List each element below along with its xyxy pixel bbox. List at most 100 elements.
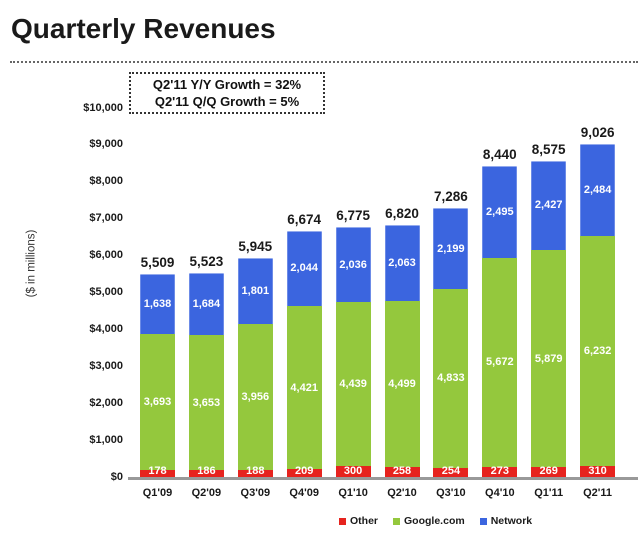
segment-value-network: 2,199 <box>437 242 465 255</box>
x-tick-label: Q1'09 <box>142 486 173 499</box>
segment-value-google-com: 6,232 <box>583 344 612 357</box>
bar-q3-09: 188 3,956 1,801 5,945 Q3'09 <box>237 239 273 499</box>
bar-segment-network: 2,495 <box>482 165 518 258</box>
segment-value-network: 2,484 <box>583 183 612 196</box>
segment-value-other: 254 <box>441 464 461 477</box>
legend-item-network: Network <box>479 515 533 527</box>
y-tick-label: $10,000 <box>83 101 123 114</box>
segment-value-other: 300 <box>343 464 363 477</box>
segment-value-network: 2,036 <box>339 258 367 271</box>
bar-segment-network: 2,044 <box>286 230 322 307</box>
bar-q2-09: 186 3,653 1,684 5,523 Q2'09 <box>188 254 224 499</box>
legend: Other Google.com Network <box>339 515 532 527</box>
bar-q2-11: 310 6,232 2,484 9,026 Q2'11 <box>580 125 616 499</box>
bar-q2-10: 258 4,499 2,063 6,820 Q2'10 <box>384 206 420 499</box>
x-tick-label: Q4'09 <box>289 486 319 499</box>
bar-segment-other <box>433 467 469 477</box>
y-tick-label: $8,000 <box>89 175 123 188</box>
bar-segment-google-com: 5,879 <box>531 250 567 468</box>
segment-value-google-com: 3,653 <box>192 396 221 409</box>
x-tick-label: Q1'10 <box>338 486 368 499</box>
segment-value-other: 186 <box>197 464 216 477</box>
y-tick-label: $7,000 <box>89 212 123 225</box>
bar-segment-network: 1,638 <box>140 273 175 335</box>
bar-segment-network: 1,684 <box>188 273 224 336</box>
bar-segment-google-com: 6,232 <box>580 235 616 466</box>
bar-segment-network: 1,801 <box>237 257 273 325</box>
segment-value-other: 310 <box>588 464 607 477</box>
segment-value-other: 209 <box>295 464 314 477</box>
total-label: 5,945 <box>238 238 273 254</box>
legend-item-google-com: Google.com <box>393 515 465 527</box>
bar-segment-other <box>335 465 371 477</box>
total-label: 6,820 <box>385 206 419 222</box>
x-tick-label: Q3'10 <box>436 486 466 499</box>
total-label: 7,286 <box>433 189 468 205</box>
y-tick-label: $5,000 <box>89 286 123 298</box>
x-tick-label: Q2'09 <box>191 486 222 499</box>
bar-q4-09: 209 4,421 2,044 6,674 Q4'09 <box>286 212 322 499</box>
x-tick-label: Q3'09 <box>240 486 271 499</box>
x-tick-label: Q1'11 <box>534 486 564 499</box>
bar-q1-09: 178 3,693 1,638 5,509 Q1'09 <box>140 255 175 499</box>
legend-swatch-other <box>339 517 346 525</box>
total-label: 8,440 <box>482 146 517 162</box>
bar-q1-10: 300 4,439 2,036 6,775 Q1'10 <box>335 208 371 499</box>
bar-segment-network: 2,199 <box>433 208 469 290</box>
bar-segment-other <box>482 466 518 477</box>
segment-value-other: 269 <box>539 464 558 477</box>
segment-value-network: 2,063 <box>388 257 416 270</box>
segment-value-google-com: 5,879 <box>534 352 563 365</box>
bar-q1-11: 269 5,879 2,427 8,575 Q1'11 <box>531 142 567 499</box>
total-label: 8,575 <box>531 141 566 157</box>
y-tick-label: $0 <box>110 470 123 483</box>
y-tick-label: $2,000 <box>89 396 123 409</box>
segment-value-other: 258 <box>392 464 412 477</box>
segment-value-google-com: 3,693 <box>143 396 172 409</box>
bar-segment-other <box>531 467 567 477</box>
bar-segment-other <box>384 467 420 477</box>
growth-annotation-line1: Q2'11 Y/Y Growth = 32% <box>152 77 302 92</box>
total-label: 9,026 <box>580 124 615 140</box>
x-tick-label: Q2'10 <box>387 486 417 499</box>
total-label: 6,674 <box>287 211 322 227</box>
legend-swatch-google-com <box>393 517 401 525</box>
bar-segment-google-com: 3,653 <box>188 335 224 471</box>
total-label: 5,523 <box>189 254 224 270</box>
segment-value-other: 188 <box>246 464 265 477</box>
segment-value-network: 2,044 <box>290 262 318 275</box>
bar-segment-other <box>188 470 224 477</box>
bar-q3-10: 254 4,833 2,199 7,286 Q3'10 <box>433 189 469 499</box>
bar-segment-google-com: 5,672 <box>482 257 518 467</box>
segment-value-other: 273 <box>490 464 509 477</box>
segment-value-other: 178 <box>148 464 167 477</box>
legend-label: Network <box>490 515 533 527</box>
growth-annotation-line2: Q2'11 Q/Q Growth = 5% <box>154 94 300 109</box>
segment-value-google-com: 4,499 <box>388 378 416 391</box>
segment-value-google-com: 3,956 <box>241 391 270 404</box>
bar-segment-other <box>140 470 175 477</box>
segment-value-google-com: 4,439 <box>339 378 367 391</box>
bar-segment-network: 2,063 <box>384 225 420 302</box>
y-tick-label: $9,000 <box>89 138 123 151</box>
segment-value-google-com: 4,421 <box>290 381 318 394</box>
legend-label: Google.com <box>404 515 465 527</box>
title-separator-line <box>10 61 638 63</box>
bar-segment-other <box>286 469 322 477</box>
y-tick-label: $3,000 <box>89 359 123 372</box>
segment-value-network: 2,427 <box>534 199 563 212</box>
segment-value-google-com: 5,672 <box>486 356 514 369</box>
segment-value-network: 1,801 <box>241 284 270 297</box>
bar-segment-network: 2,036 <box>335 227 371 303</box>
legend-item-other: Other <box>339 515 378 527</box>
segment-value-google-com: 4,833 <box>437 372 465 385</box>
bar-segment-other <box>237 470 273 477</box>
segment-value-network: 1,638 <box>143 297 172 310</box>
page-title: Quarterly Revenues <box>11 13 276 44</box>
bar-segment-network: 2,427 <box>531 160 567 251</box>
bar-q4-10: 273 5,672 2,495 8,440 Q4'10 <box>482 147 518 499</box>
x-tick-label: Q4'10 <box>485 486 515 499</box>
bar-segment-google-com: 4,421 <box>286 306 322 470</box>
legend-swatch-network <box>479 517 487 525</box>
